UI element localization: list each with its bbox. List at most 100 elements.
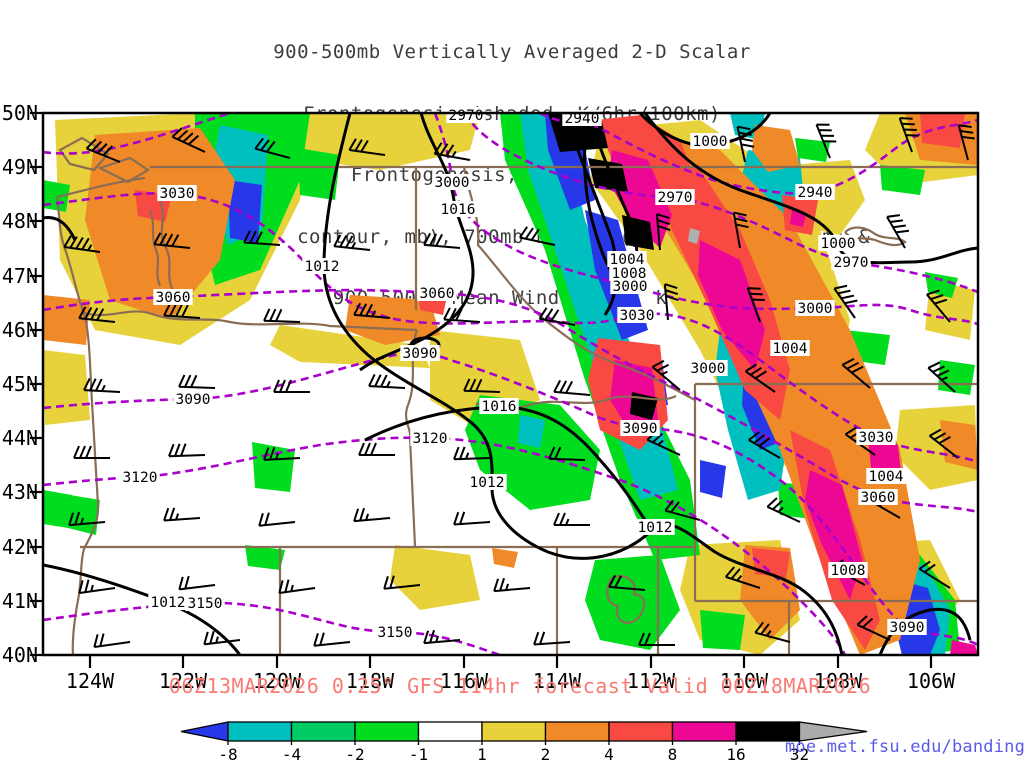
svg-text:-1: -1: [409, 745, 428, 764]
wind-barb: [203, 630, 241, 646]
contour-label: 3060: [153, 289, 193, 306]
wind-barb: [736, 125, 755, 163]
wind-barb: [383, 575, 421, 590]
svg-text:114W: 114W: [533, 669, 582, 693]
wind-barb: [423, 232, 461, 249]
contour-label: 1004: [770, 340, 810, 357]
wind-barb: [83, 377, 121, 393]
svg-text:2940: 2940: [798, 185, 833, 201]
contour-labels-layer: 1016 1016 1012 1012 1012 1012 1000 1000 1004 1004…: [120, 107, 927, 641]
svg-text:1008: 1008: [831, 563, 866, 579]
contour-label: 3150: [375, 624, 415, 641]
contour-label: 3000: [610, 278, 650, 295]
wind-barb: [153, 232, 191, 249]
svg-text:50N: 50N: [2, 101, 38, 125]
contour-label: 1000: [818, 235, 858, 252]
svg-text:3150: 3150: [378, 625, 413, 641]
wind-barb: [927, 361, 956, 393]
wind-barb: [163, 303, 201, 319]
wind-barb: [358, 442, 395, 456]
contour-label: 3030: [157, 185, 197, 202]
title-line-1: 900-500mb Vertically Averaged 2-D Scalar: [273, 41, 751, 63]
svg-text:1004: 1004: [610, 252, 645, 268]
wind-barb: [423, 629, 461, 645]
wind-barb: [553, 379, 591, 396]
wind-barb: [273, 379, 310, 393]
wind-barb: [651, 359, 681, 391]
svg-text:1016: 1016: [482, 399, 517, 415]
svg-text:1012: 1012: [305, 259, 340, 275]
wind-barb: [886, 214, 910, 249]
svg-text:3090: 3090: [176, 392, 211, 408]
svg-text:3030: 3030: [859, 430, 894, 446]
wind-barb: [833, 284, 858, 319]
wind-barb: [732, 211, 749, 249]
wind-barb: [518, 226, 556, 246]
contour-label: 2970: [831, 254, 871, 271]
contour-label: 3000: [432, 174, 472, 191]
wind-barb: [754, 621, 791, 643]
contour-label: 3090: [620, 420, 660, 437]
wind-barbs-layer: [63, 117, 975, 649]
state-borders-layer: [55, 136, 978, 655]
svg-text:2940: 2940: [565, 111, 600, 127]
svg-text:43N: 43N: [2, 480, 38, 504]
contour-label: 1012: [148, 594, 188, 611]
wind-barb: [856, 615, 891, 641]
contour-label: 3060: [417, 285, 457, 302]
wind-barb: [85, 138, 121, 163]
svg-text:-4: -4: [282, 745, 301, 764]
longitude-axis: 124W 122W 120W 118W 116W 114W 112W 110W 108W 106W: [66, 669, 956, 693]
wind-barb: [663, 283, 679, 321]
wind-barb: [93, 633, 131, 649]
wind-barb: [493, 577, 531, 593]
wind-barb: [178, 374, 216, 389]
svg-text:3120: 3120: [413, 431, 448, 447]
svg-text:45N: 45N: [2, 372, 38, 396]
map-frame: [30, 111, 980, 668]
svg-text:32: 32: [790, 745, 809, 764]
svg-text:46N: 46N: [2, 318, 38, 342]
svg-text:1000: 1000: [693, 134, 728, 150]
svg-text:1004: 1004: [773, 341, 808, 357]
wind-barb: [748, 431, 781, 459]
svg-text:47N: 47N: [2, 264, 38, 288]
wind-barb: [815, 123, 837, 159]
wind-barb: [929, 428, 959, 459]
wind-barb: [638, 632, 675, 646]
wind-barb: [168, 443, 206, 458]
svg-text:4: 4: [604, 745, 614, 764]
contour-label: 3150: [185, 595, 225, 612]
contour-label: 3120: [410, 430, 450, 447]
contour-label: 2970: [655, 189, 695, 206]
wind-barb: [243, 230, 281, 246]
wind-barb: [608, 574, 646, 591]
contour-label: 3000: [688, 360, 728, 377]
svg-text:2970: 2970: [834, 255, 869, 271]
svg-text:44N: 44N: [2, 426, 38, 450]
wind-barb: [655, 213, 671, 251]
contour-label: 2940: [795, 184, 835, 201]
svg-text:3120: 3120: [123, 470, 158, 486]
svg-text:3090: 3090: [623, 421, 658, 437]
contour-label: 1004: [866, 468, 906, 485]
contour-label: 2970: [446, 107, 486, 124]
contour-label: 1000: [690, 133, 730, 150]
svg-text:1: 1: [477, 745, 487, 764]
wind-barb: [313, 632, 351, 647]
wind-barb: [725, 566, 761, 589]
contour-label: 1012: [467, 474, 507, 491]
latitude-axis: 50N 49N 48N 47N 46N 45N 44N 43N 42N 41N 40N: [2, 101, 38, 667]
site-link[interactable]: moe.met.fsu.edu/banding: [785, 737, 1024, 757]
contour-label: 1008: [828, 562, 868, 579]
svg-text:110W: 110W: [720, 669, 769, 693]
svg-text:1000: 1000: [821, 236, 856, 252]
svg-text:40N: 40N: [2, 643, 38, 667]
contour-label: 3000: [795, 300, 835, 317]
wind-barb: [533, 631, 571, 646]
wind-barb: [453, 446, 491, 461]
svg-text:112W: 112W: [627, 669, 676, 693]
svg-text:-8: -8: [218, 745, 237, 764]
svg-text:1012: 1012: [638, 520, 673, 536]
